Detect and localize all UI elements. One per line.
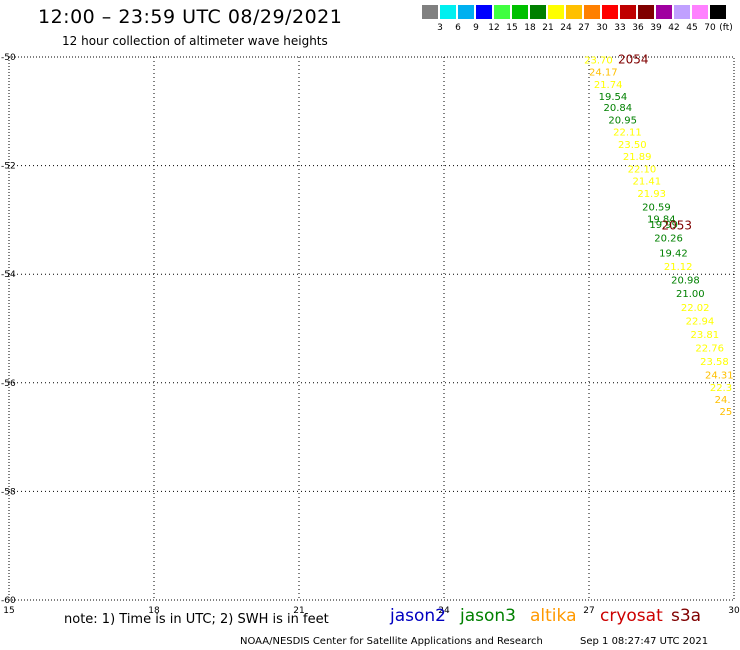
x-tick-label: 24 [438, 606, 450, 616]
credit-line: NOAA/NESDIS Center for Satellite Applica… [240, 636, 543, 647]
data-point-label: 25 [720, 407, 733, 418]
chart-title: 12:00 – 23:59 UTC 08/29/2021 [38, 6, 343, 28]
y-tick-label: -52 [1, 162, 16, 172]
data-point-label: 19.54 [599, 92, 628, 103]
x-tick-label: 21 [293, 606, 304, 616]
data-point-label: 21.00 [676, 289, 705, 300]
scale-label: 39 [650, 23, 662, 33]
scale-swatch [440, 5, 456, 19]
data-point-label: 21.12 [664, 262, 693, 273]
data-point-label: 19.42 [659, 248, 688, 259]
satellite-name: cryosat [600, 606, 663, 626]
scale-label: 27 [578, 23, 590, 33]
footnote: note: 1) Time is in UTC; 2) SWH is in fe… [64, 612, 329, 627]
x-tick-label: 18 [148, 606, 160, 616]
scale-swatch [638, 5, 654, 19]
satellite-name: s3a [671, 606, 702, 626]
data-point-label: 24. [715, 395, 731, 406]
data-point-label: 22.76 [695, 344, 724, 355]
data-point-label: 23.81 [691, 330, 720, 341]
satellite-name: altika [530, 606, 577, 626]
scale-swatch [476, 5, 492, 19]
y-tick-label: -60 [1, 596, 16, 606]
satellite-name: jason3 [460, 606, 516, 626]
scale-label: 12 [488, 23, 500, 33]
y-tick-label: -54 [1, 270, 16, 280]
y-tick-label: -50 [1, 53, 16, 63]
scale-label: 9 [473, 23, 479, 33]
data-point-label: 22.10 [628, 164, 657, 175]
scale-label: 18 [524, 23, 536, 33]
x-tick-label: 15 [3, 606, 14, 616]
scale-label: 24 [560, 23, 572, 33]
data-point-label: 20.26 [654, 233, 683, 244]
data-point-label: 21.41 [633, 176, 662, 187]
scale-swatch [692, 5, 708, 19]
scale-swatch [710, 5, 726, 19]
scale-swatch [494, 5, 510, 19]
scale-label: 42 [668, 23, 680, 33]
y-tick-label: -56 [1, 379, 16, 389]
data-point-label: 22.02 [681, 303, 710, 314]
data-point-label: 24.17 [589, 68, 618, 79]
scale-swatch [458, 5, 474, 19]
scale-label: 36 [632, 23, 644, 33]
scale-swatch [620, 5, 636, 19]
generated-timestamp: Sep 1 08:27:47 UTC 2021 [580, 636, 709, 647]
data-point-label: 20.59 [642, 202, 671, 213]
scale-label: 21 [542, 23, 554, 33]
scale-label: 70 [704, 23, 716, 33]
y-tick-label: -58 [1, 487, 16, 497]
scale-swatch [422, 5, 438, 19]
scale-swatch [530, 5, 546, 19]
scale-swatch [566, 5, 582, 19]
chart-subtitle: 12 hour collection of altimeter wave hei… [62, 34, 328, 48]
x-tick-label: 27 [583, 606, 594, 616]
data-point-label: 20.95 [608, 115, 637, 126]
x-tick-label: 30 [728, 606, 740, 616]
data-point-label: 21.93 [637, 189, 666, 200]
data-point-label: 23.70 [584, 56, 613, 67]
scale-swatch [674, 5, 690, 19]
scale-label: 45 [686, 23, 698, 33]
data-point-label: 23.50 [618, 140, 647, 151]
scale-swatch [602, 5, 618, 19]
data-point-label: 19.99 [649, 220, 678, 231]
scale-label: 33 [614, 23, 626, 33]
data-point-label: 21.89 [623, 152, 652, 163]
scale-swatch [512, 5, 528, 19]
scale-label: 3 [437, 23, 443, 33]
track-annotation: 2054 [618, 53, 649, 67]
data-point-label: 21.74 [594, 80, 623, 91]
scale-label: 15 [506, 23, 518, 33]
data-point-label: 22.94 [686, 316, 715, 327]
data-point-label: 20.98 [671, 276, 700, 287]
data-point-label: 22.11 [613, 127, 642, 138]
scale-swatch [548, 5, 564, 19]
scale-label: 30 [596, 23, 608, 33]
data-point-label: 22.3 [710, 383, 732, 394]
data-point-label: 19.84 [647, 214, 676, 225]
data-point-label: 20.84 [604, 103, 633, 114]
scale-swatch [656, 5, 672, 19]
scale-unit: (ft) [719, 23, 733, 33]
plot-frame [8, 56, 735, 601]
scale-label: 6 [455, 23, 461, 33]
scale-swatch [584, 5, 600, 19]
satellite-name: jason2 [390, 606, 446, 626]
track-annotation: 2053 [662, 218, 693, 232]
data-point-label: 24.31 [705, 371, 734, 382]
data-point-label: 23.58 [700, 357, 729, 368]
